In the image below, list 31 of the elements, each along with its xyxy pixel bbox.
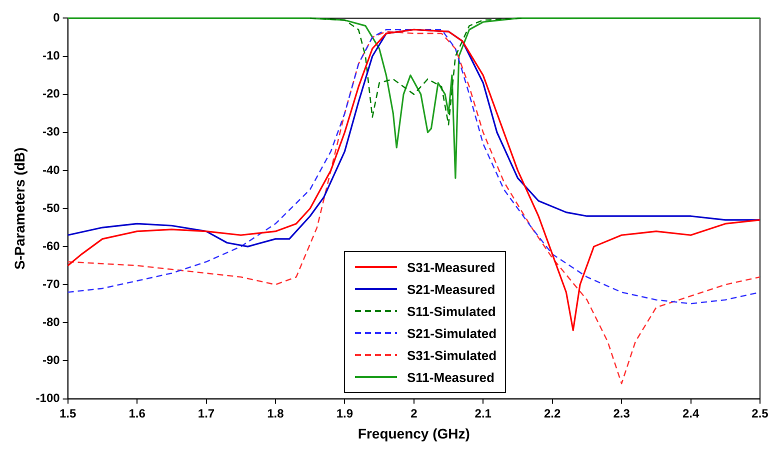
- x-axis-title: Frequency (GHz): [358, 425, 470, 442]
- legend-label: S21-Simulated: [407, 326, 497, 340]
- y-tick-label: -10: [42, 48, 60, 63]
- y-tick-label: -40: [42, 162, 60, 177]
- x-tick-label: 1.5: [59, 406, 76, 420]
- y-tick-label: -20: [42, 86, 60, 101]
- legend-label: S11-Measured: [407, 370, 494, 384]
- y-tick-label: 0: [53, 10, 60, 25]
- x-tick-label: 2.3: [613, 406, 630, 420]
- x-tick-label: 2.4: [682, 406, 700, 420]
- x-tick-label: 1.8: [267, 406, 284, 420]
- x-tick-label: 2.1: [474, 406, 492, 420]
- x-tick-label: 2.5: [752, 406, 769, 420]
- x-tick-label: 2: [410, 406, 418, 420]
- line-series: [67, 30, 761, 384]
- y-tick-label: -70: [42, 276, 60, 291]
- legend-label: S31-Simulated: [407, 348, 497, 362]
- x-tick-label: 1.9: [336, 406, 354, 420]
- legend-label: S31-Measured: [407, 260, 496, 274]
- y-axis-title: S-Parameters (dB): [11, 147, 28, 270]
- x-tick-label: 1.6: [128, 406, 146, 420]
- x-tick-label: 2.2: [544, 406, 562, 420]
- y-tick-label: -80: [42, 314, 60, 329]
- x-tick-label: 1.7: [198, 406, 215, 420]
- y-tick-label: -50: [42, 200, 60, 215]
- legend-label: S21-Measured: [407, 282, 496, 296]
- y-tick-label: -60: [42, 238, 60, 253]
- legend-label: S11-Simulated: [407, 304, 496, 318]
- y-tick-label: -30: [42, 124, 60, 139]
- y-tick-label: -100: [36, 391, 60, 406]
- y-tick-label: -90: [42, 353, 60, 368]
